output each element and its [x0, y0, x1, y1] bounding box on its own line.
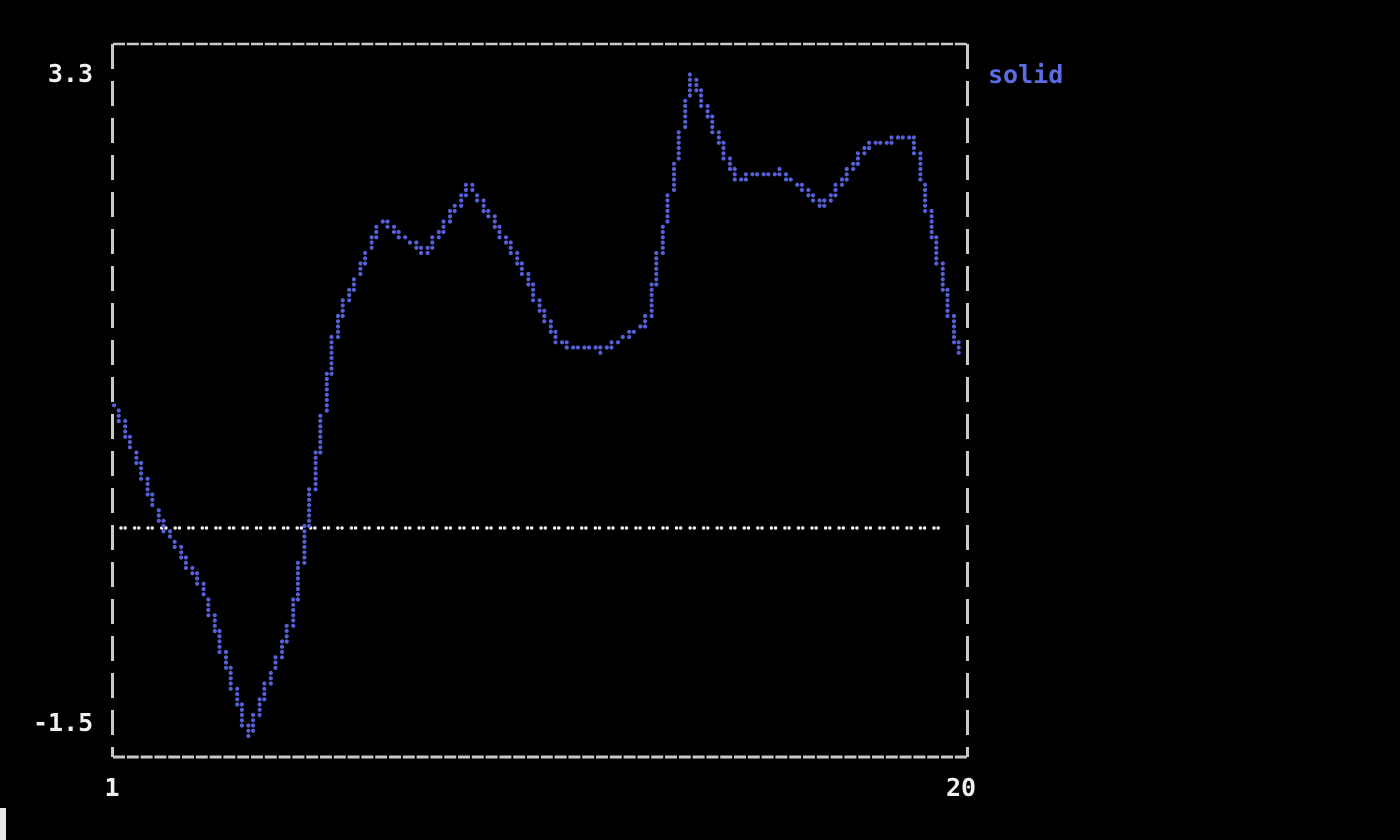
x-axis-max-label: 20	[945, 773, 977, 802]
zero-reference-line	[119, 526, 940, 530]
data-curve-solid	[111, 72, 961, 739]
x-axis-min-label: 1	[104, 773, 120, 802]
plot-border	[111, 42, 969, 759]
legend-label-solid: solid	[988, 60, 1064, 89]
y-axis-max-label: 3.3	[47, 59, 93, 88]
y-axis-min-label: -1.5	[33, 708, 94, 737]
terminal-cursor	[0, 808, 6, 840]
